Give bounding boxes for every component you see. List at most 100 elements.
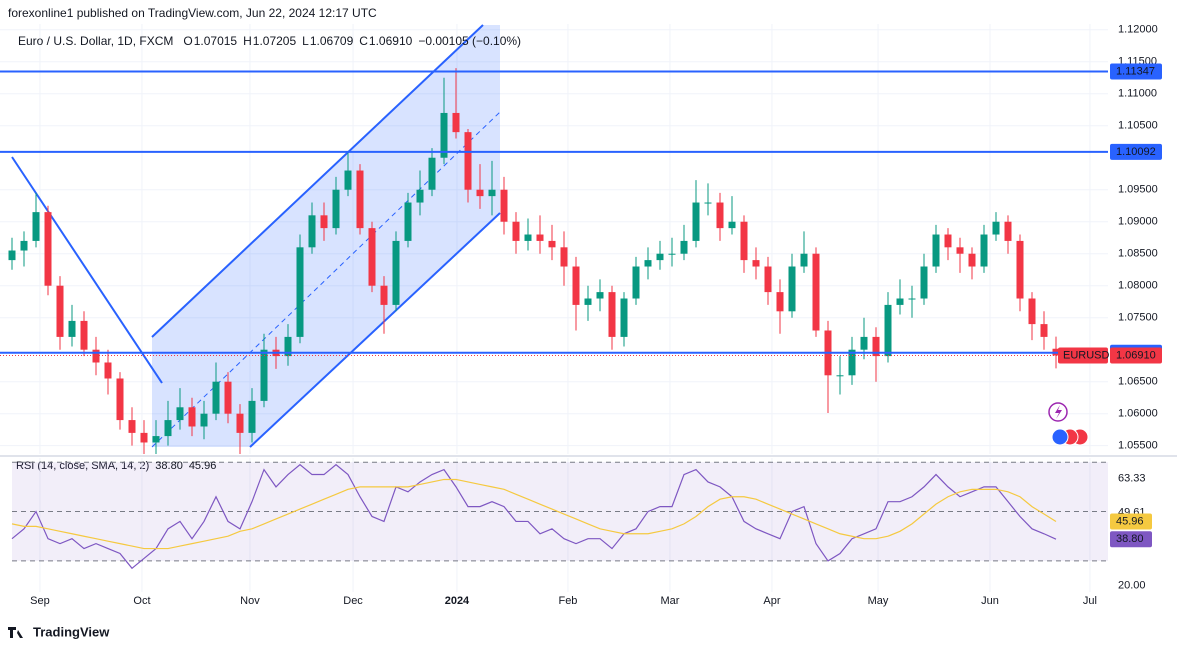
- candle-body: [332, 189, 340, 229]
- price-badge: [1110, 347, 1162, 364]
- candle-body: [128, 420, 136, 433]
- x-tick-label: 2024: [445, 595, 470, 607]
- candle-body: [524, 234, 532, 241]
- channel-lower: [249, 212, 501, 448]
- candle-body: [56, 285, 64, 337]
- value-badge-label: 38.80: [1116, 533, 1144, 545]
- candle-body: [428, 157, 436, 190]
- candle-body: [704, 202, 712, 204]
- candle-body: [344, 170, 352, 190]
- ohlc-key: L: [302, 34, 309, 48]
- symbol-badge: [1058, 347, 1108, 364]
- rsi-tick-label: 20.00: [1118, 579, 1146, 591]
- candle-body: [788, 266, 796, 312]
- candle-body: [68, 320, 76, 337]
- candle-body: [152, 436, 160, 443]
- x-tick-label: May: [868, 595, 889, 607]
- candle-body: [536, 234, 544, 241]
- candle-body: [464, 132, 472, 190]
- channel-upper: [151, 24, 484, 338]
- candle-body: [920, 266, 928, 299]
- candle-body: [296, 247, 304, 337]
- candle-body: [632, 266, 640, 299]
- candle-body: [884, 304, 892, 357]
- candle-body: [980, 234, 988, 267]
- candle-body: [392, 240, 400, 305]
- candle-body: [872, 336, 880, 357]
- candle-body: [908, 298, 916, 300]
- candle-body: [668, 253, 676, 255]
- candle-body: [20, 240, 28, 251]
- x-tick-label: Jul: [1083, 595, 1097, 607]
- x-tick-label: Apr: [763, 595, 780, 607]
- candle-body: [104, 362, 112, 379]
- channel-fill: [152, 25, 500, 447]
- candle-body: [380, 285, 388, 305]
- candle-body: [968, 253, 976, 267]
- y-tick-label: 1.05500: [1118, 440, 1158, 452]
- y-tick-label: 1.09500: [1118, 184, 1158, 196]
- flag-icon[interactable]: [1051, 428, 1069, 446]
- ohlc-value: 1.07205: [253, 34, 297, 48]
- x-tick-label: Dec: [343, 595, 363, 607]
- candle-body: [236, 413, 244, 433]
- candle-body: [752, 260, 760, 267]
- y-tick-label: 1.09000: [1118, 216, 1158, 228]
- brand: TradingView: [33, 624, 110, 639]
- candle-body: [680, 240, 688, 254]
- candle-body: [584, 298, 592, 305]
- candle-body: [572, 266, 580, 305]
- candle-body: [776, 292, 784, 312]
- candle-body: [608, 292, 616, 337]
- rsi-legend-value: 45.96: [189, 460, 217, 472]
- candle-body: [452, 112, 460, 133]
- candle-body: [320, 215, 328, 229]
- candle-body: [260, 349, 268, 401]
- trendline: [11, 156, 163, 384]
- candle-body: [116, 378, 124, 421]
- ohlc-key: C: [359, 34, 368, 48]
- x-tick-label: Nov: [240, 595, 260, 607]
- candle-body: [140, 432, 148, 443]
- candle-body: [80, 320, 88, 350]
- level-badge-label: 1.10092: [1116, 146, 1156, 158]
- ohlc-key: H: [243, 34, 252, 48]
- level-badge-label: 1.11347: [1116, 65, 1155, 77]
- candle-body: [440, 112, 448, 158]
- candle-body: [32, 212, 40, 241]
- ohlc-value: 1.06910: [369, 34, 413, 48]
- candle-body: [800, 253, 808, 267]
- ohlc-value: −0.00105 (−0.10%): [418, 34, 521, 48]
- candle-body: [644, 260, 652, 267]
- candle-body: [416, 189, 424, 203]
- candle-body: [44, 212, 52, 286]
- pane-separator: [0, 455, 1177, 457]
- y-tick-label: 1.12000: [1118, 24, 1158, 36]
- y-tick-label: 1.08500: [1118, 248, 1158, 260]
- y-tick-label: 1.08000: [1118, 280, 1158, 292]
- value-badge: [1110, 531, 1152, 548]
- rsi-line: [11, 463, 1057, 570]
- candle-body: [1040, 324, 1048, 337]
- candle-body: [596, 292, 604, 299]
- candle-body: [992, 221, 1000, 235]
- ohlc-value: 1.06709: [310, 34, 354, 48]
- candle-body: [740, 221, 748, 261]
- candle-body: [500, 189, 508, 222]
- candle-body: [548, 240, 556, 248]
- candle-body: [812, 253, 820, 331]
- candle-body: [944, 234, 952, 248]
- candle-body: [212, 381, 220, 414]
- rsi-pane: [11, 461, 1108, 570]
- candle-body: [956, 247, 964, 254]
- level-badge: [1110, 63, 1162, 80]
- x-tick-label: Feb: [558, 595, 577, 607]
- value-badge: [1110, 513, 1152, 530]
- candle-body: [764, 266, 772, 293]
- symbol: Euro / U.S. Dollar, 1D, FXCM: [18, 34, 173, 48]
- candle-body: [1004, 221, 1012, 241]
- publisher: forexonline1 published on TradingView.co…: [8, 6, 377, 20]
- candle-body: [512, 221, 520, 241]
- candle-body: [560, 247, 568, 267]
